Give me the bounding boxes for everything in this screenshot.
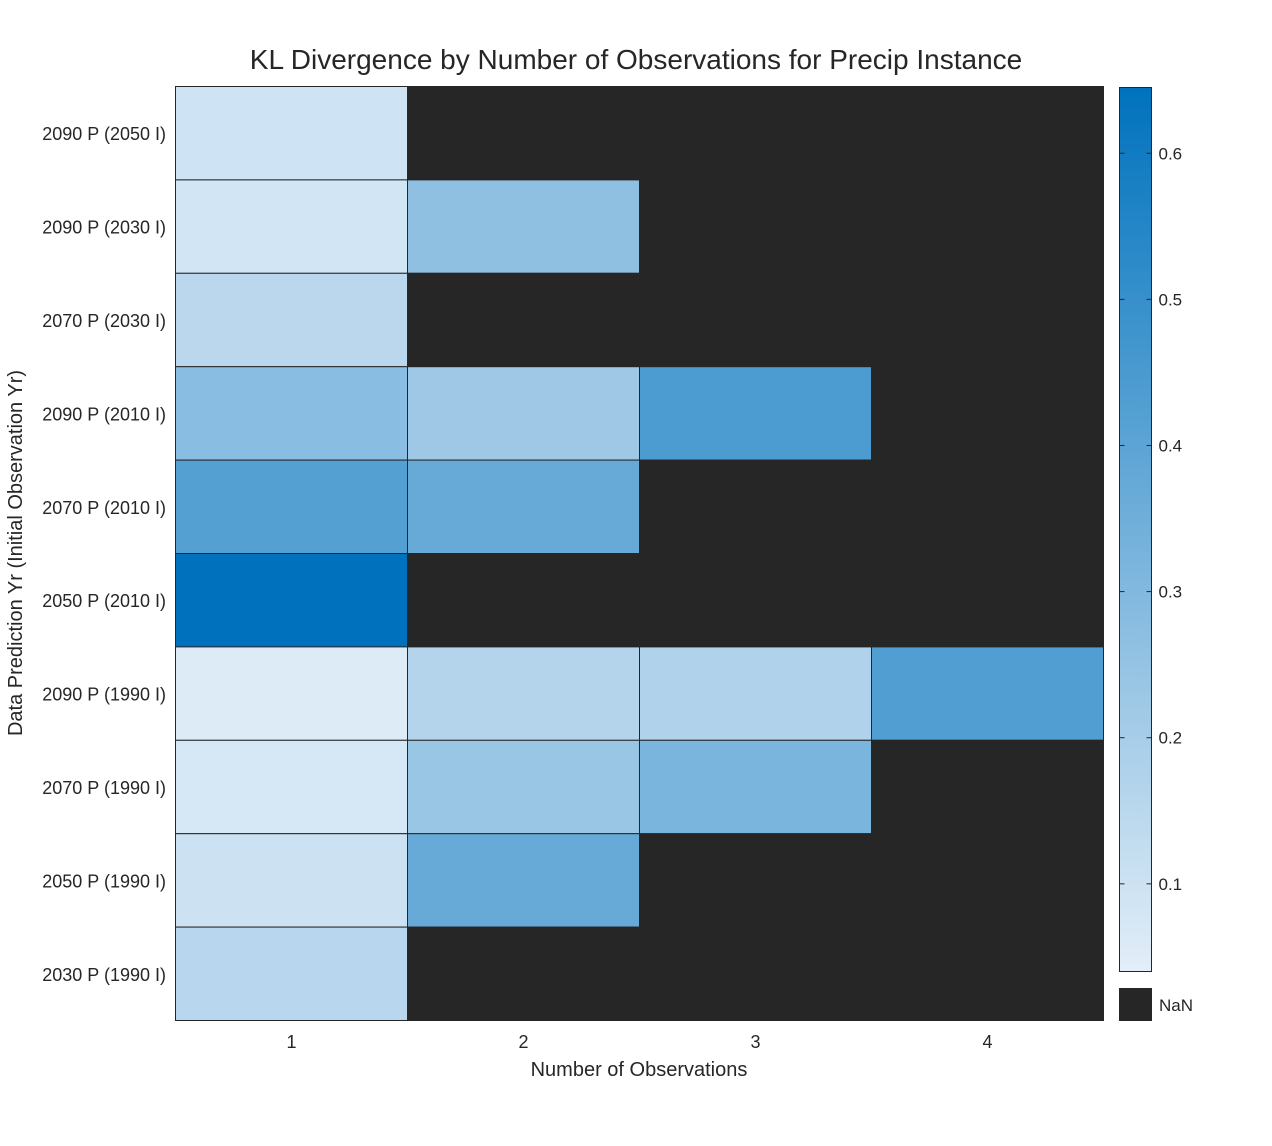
heatmap-cell (639, 646, 872, 741)
colorbar-tick-label: 0.5 (1159, 290, 1183, 309)
heatmap-cell-nan (871, 459, 1104, 555)
heatmap-cell-nan (871, 553, 1104, 648)
heatmap-cell (407, 646, 640, 741)
heatmap-cell-nan (871, 179, 1104, 274)
y-tick-label: 2070 P (2030 I) (42, 311, 166, 331)
heatmap-cell (407, 833, 640, 928)
heatmap-cell-nan (871, 366, 1104, 461)
heatmap-cell-nan (871, 86, 1104, 181)
heatmap-cell (407, 459, 640, 555)
colorbar-tick-label: 0.3 (1159, 583, 1183, 602)
heatmap-cell-nan (639, 179, 872, 274)
heatmap-cell (639, 366, 872, 461)
colorbar-tick-label: 0.1 (1159, 875, 1183, 894)
y-tick-label: 2090 P (1990 I) (42, 685, 166, 705)
heatmap-cell-nan (871, 739, 1104, 835)
x-tick-label: 2 (518, 1032, 528, 1052)
heatmap-cell (175, 833, 408, 928)
y-axis-label: Data Prediction Yr (Initial Observation … (5, 370, 27, 736)
nan-label: NaN (1159, 996, 1193, 1015)
heatmap-cell-nan (407, 86, 640, 181)
x-tick-label: 1 (286, 1032, 296, 1052)
heatmap-cell-nan (639, 553, 872, 648)
heatmap-cell (871, 646, 1104, 741)
heatmap-cell (407, 739, 640, 835)
x-tick-label: 4 (982, 1032, 992, 1052)
heatmap-cell (639, 739, 872, 835)
y-tick-label: 2050 P (1990 I) (42, 871, 166, 891)
colorbar-tick-label: 0.6 (1159, 144, 1183, 163)
y-tick-label: 2090 P (2030 I) (42, 218, 166, 238)
colorbar (1119, 87, 1152, 972)
heatmap-cell (407, 366, 640, 461)
y-tick-labels: 2090 P (2050 I) 2090 P (2030 I) 2070 P (20… (42, 124, 166, 985)
heatmap-cell (175, 739, 408, 835)
heatmap-cell-nan (407, 553, 640, 648)
heatmap-cell-nan (871, 272, 1104, 368)
heatmap-cell-nan (871, 926, 1104, 1021)
heatmap-cell (175, 272, 408, 368)
heatmap-cell (175, 366, 408, 461)
heatmap-cell (175, 553, 408, 648)
heatmap-cell (175, 646, 408, 741)
y-tick-label: 2070 P (1990 I) (42, 778, 166, 798)
heatmap-cell (175, 459, 408, 555)
heatmap-cell (175, 179, 408, 274)
plot-frame (175, 86, 1104, 1021)
heatmap-cell-nan (639, 926, 872, 1021)
colorbar-ticks: 0.1 0.2 0.3 0.4 0.5 0.6 (1119, 144, 1183, 894)
heatmap-cell-nan (639, 86, 872, 181)
y-tick-label: 2050 P (2010 I) (42, 591, 166, 611)
colorbar-tick-label: 0.4 (1159, 436, 1183, 455)
heatmap-cell (175, 926, 408, 1021)
colorbar-tick-label: 0.2 (1159, 729, 1183, 748)
heatmap-cell-nan (639, 459, 872, 555)
y-tick-label: 2090 P (2010 I) (42, 404, 166, 424)
heatmap-cell-nan (407, 926, 640, 1021)
heatmap-cell (407, 179, 640, 274)
heatmap-cell (175, 86, 408, 181)
heatmap-cell-nan (639, 272, 872, 368)
heatmap-cell-nan (871, 833, 1104, 928)
nan-swatch (1119, 988, 1152, 1021)
x-axis-label: Number of Observations (531, 1059, 748, 1081)
heatmap-cell-nan (639, 833, 872, 928)
chart-title: KL Divergence by Number of Observations … (250, 44, 1022, 75)
y-tick-label: 2030 P (1990 I) (42, 965, 166, 985)
x-tick-labels: 1 2 3 4 (286, 1032, 992, 1052)
y-tick-label: 2070 P (2010 I) (42, 498, 166, 518)
y-tick-label: 2090 P (2050 I) (42, 124, 166, 144)
heatmap-cell-nan (407, 272, 640, 368)
x-tick-label: 3 (750, 1032, 760, 1052)
heatmap-cells (175, 86, 1104, 1021)
